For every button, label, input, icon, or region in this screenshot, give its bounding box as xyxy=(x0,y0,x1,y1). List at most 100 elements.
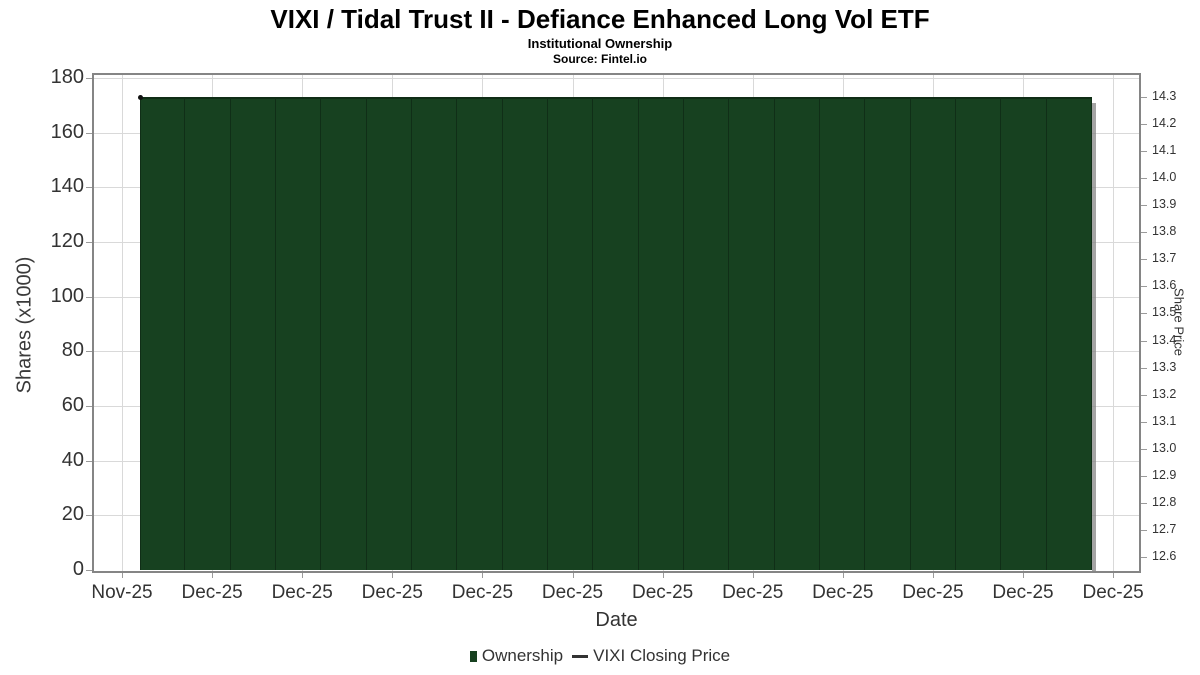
ownership-bar[interactable] xyxy=(412,97,458,570)
x-axis-tick xyxy=(842,573,844,578)
ownership-bar[interactable] xyxy=(729,97,775,570)
x-axis-tick xyxy=(572,573,574,578)
price-axis-tick xyxy=(1141,259,1147,261)
shares-axis-tick-label: 120 xyxy=(50,230,84,252)
price-axis-tick-label: 12.6 xyxy=(1152,549,1177,563)
ownership-bar[interactable] xyxy=(684,97,730,570)
shares-axis-tick xyxy=(86,515,92,517)
x-axis-tick xyxy=(482,573,484,578)
chart-source: Source: Fintel.io xyxy=(552,52,647,66)
price-axis-tick xyxy=(1141,340,1147,342)
price-axis-tick-label: 13.7 xyxy=(1152,251,1177,266)
column-marker-icon xyxy=(469,650,477,662)
ownership-bar[interactable] xyxy=(276,97,322,570)
legend: Ownership VIXI Closing Price xyxy=(0,646,1200,666)
ownership-bar[interactable] xyxy=(140,97,186,570)
x-axis-tick xyxy=(1113,573,1115,578)
price-axis-tick xyxy=(1141,286,1147,288)
price-axis-tick-label: 13.6 xyxy=(1152,278,1177,293)
x-axis-tick-label: Dec-25 xyxy=(812,582,874,603)
ownership-bar[interactable] xyxy=(820,97,866,570)
price-axis-tick xyxy=(1141,178,1147,180)
price-axis-tick-label: 14.0 xyxy=(1152,170,1177,185)
price-axis-tick xyxy=(1141,502,1147,504)
price-axis-tick-label: 13.5 xyxy=(1152,305,1177,320)
price-axis-tick-label: 13.3 xyxy=(1152,359,1177,374)
price-axis-tick-label: 12.7 xyxy=(1152,521,1177,536)
shares-axis-tick xyxy=(86,296,92,298)
x-axis-tick-label: Nov-25 xyxy=(91,582,153,603)
x-axis-tick-label: Dec-25 xyxy=(451,582,514,603)
price-axis-tick xyxy=(1141,394,1147,396)
price-axis-tick-label: 13.8 xyxy=(1152,224,1177,239)
price-axis-tick xyxy=(1141,151,1147,153)
ownership-bar[interactable] xyxy=(956,97,1002,570)
x-axis-tick-label: Dec-25 xyxy=(541,582,604,603)
x-axis-tick-label: Dec-25 xyxy=(902,582,964,603)
legend-item-closing-price[interactable]: VIXI Closing Price xyxy=(572,646,730,666)
ownership-bar[interactable] xyxy=(638,97,684,570)
ownership-bar[interactable] xyxy=(865,97,911,570)
x-axis-tick-label: Dec-25 xyxy=(1082,582,1144,603)
price-axis-tick xyxy=(1141,205,1147,207)
shares-axis-tick-label: 20 xyxy=(61,503,84,526)
price-axis-tick-label: 12.8 xyxy=(1152,494,1177,509)
ownership-bar[interactable] xyxy=(185,97,231,570)
shares-axis-tick-label: 180 xyxy=(50,66,84,88)
x-axis-title: Date xyxy=(595,609,638,631)
x-axis-tick xyxy=(392,573,394,578)
x-axis-tick-label: Dec-25 xyxy=(722,582,784,603)
price-axis-tick xyxy=(1141,367,1147,369)
x-axis-tick xyxy=(1023,573,1024,578)
ownership-bar[interactable] xyxy=(366,97,412,570)
x-axis-tick-label: Dec-25 xyxy=(631,582,694,603)
ownership-bar[interactable] xyxy=(502,97,548,570)
price-axis-tick xyxy=(1141,557,1147,558)
x-axis-tick-label: Dec-25 xyxy=(271,582,333,603)
ownership-bar[interactable] xyxy=(230,97,276,570)
x-axis-tick xyxy=(662,573,664,578)
x-axis-tick xyxy=(932,573,934,578)
x-axis-tick xyxy=(752,573,754,578)
y-axis-title-shares: Shares (x1000) xyxy=(13,256,36,394)
price-axis-tick xyxy=(1141,97,1147,98)
price-axis-tick-label: 13.9 xyxy=(1152,197,1177,212)
price-axis-tick xyxy=(1141,448,1147,450)
price-axis-tick xyxy=(1141,529,1147,531)
legend-item-ownership[interactable]: Ownership xyxy=(469,646,563,666)
price-axis-tick xyxy=(1141,421,1147,423)
plot-area xyxy=(92,73,1141,573)
shares-axis-tick-label: 40 xyxy=(61,448,84,471)
ownership-bar[interactable] xyxy=(1001,97,1047,570)
price-axis-tick-label: 13.4 xyxy=(1152,332,1177,347)
shares-axis-tick-label: 80 xyxy=(61,339,84,362)
price-axis-tick-label: 13.0 xyxy=(1152,440,1177,455)
v-gridline xyxy=(1113,75,1115,571)
h-gridline xyxy=(94,78,1139,79)
shares-axis-tick xyxy=(86,351,92,353)
ownership-bar[interactable] xyxy=(774,97,820,570)
ownership-bar[interactable] xyxy=(321,97,367,570)
x-axis-tick-label: Dec-25 xyxy=(181,582,243,603)
ownership-bar[interactable] xyxy=(457,97,503,570)
shares-axis-tick-label: 140 xyxy=(50,175,84,198)
x-axis-tick xyxy=(122,573,123,578)
line-marker-icon xyxy=(572,654,589,658)
price-axis-tick-label: 12.9 xyxy=(1152,467,1177,482)
price-axis-tick xyxy=(1141,313,1147,315)
ownership-bar[interactable] xyxy=(1046,97,1092,570)
ownership-bar[interactable] xyxy=(593,97,639,570)
shares-axis-tick xyxy=(86,570,92,571)
shares-axis-tick-label: 100 xyxy=(50,284,84,307)
price-axis-tick xyxy=(1141,124,1147,126)
price-axis-tick-label: 14.1 xyxy=(1152,143,1177,158)
v-gridline xyxy=(122,75,123,571)
x-axis-tick-label: Dec-25 xyxy=(361,582,423,603)
shares-axis-tick-label: 60 xyxy=(61,394,84,416)
ownership-bar[interactable] xyxy=(548,97,594,570)
bar-shadow xyxy=(1092,103,1096,571)
price-axis-tick xyxy=(1141,475,1147,477)
shares-axis-tick xyxy=(86,187,92,189)
ownership-bar[interactable] xyxy=(910,97,956,570)
